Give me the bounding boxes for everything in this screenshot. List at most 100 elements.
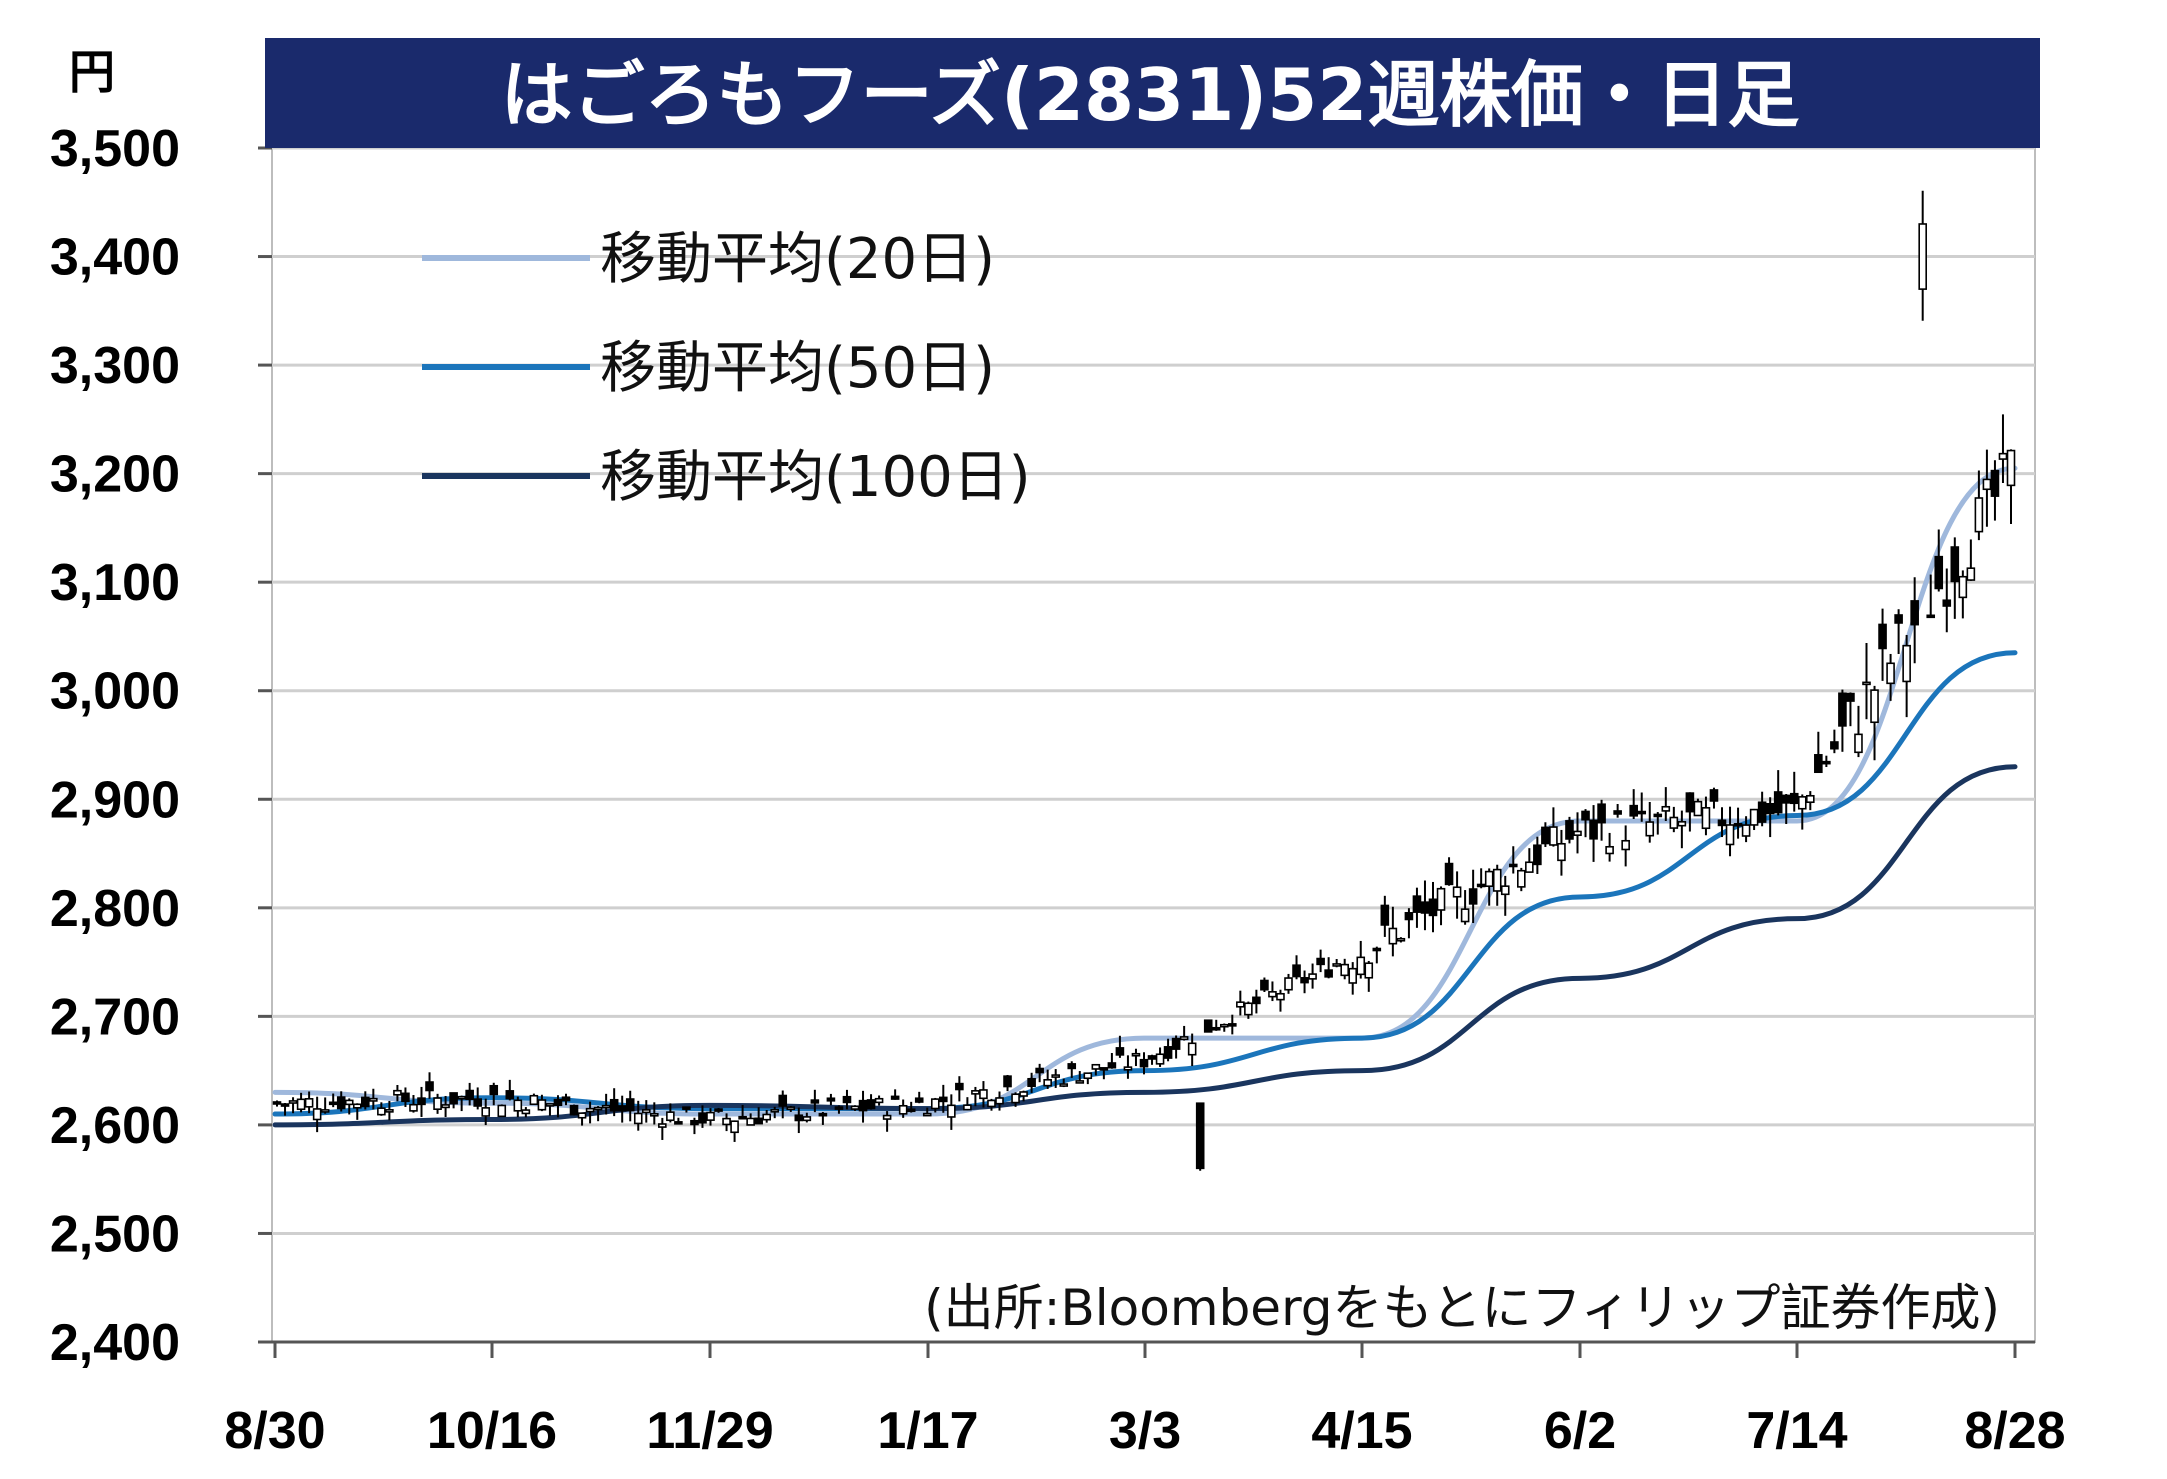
y-tick-label: 3,200 xyxy=(50,446,180,504)
candle-body xyxy=(690,1119,699,1126)
candle-body xyxy=(401,1092,410,1103)
candle-body xyxy=(1003,1075,1012,1088)
candle-body xyxy=(1155,1053,1165,1065)
candle-body xyxy=(1284,977,1293,991)
candle-body xyxy=(1926,614,1936,619)
candle-body xyxy=(698,1112,707,1124)
candle-body xyxy=(1452,886,1462,898)
x-tick-label: 3/3 xyxy=(1109,1402,1181,1460)
legend-label: 移動平均(20日) xyxy=(600,227,995,292)
candle-body xyxy=(1420,901,1430,914)
candle-body xyxy=(585,1107,595,1113)
candle-body xyxy=(971,1090,980,1095)
candle-body xyxy=(1629,804,1638,817)
candle-body xyxy=(955,1082,964,1091)
candle-body xyxy=(481,1107,491,1117)
candle-body xyxy=(1878,623,1887,650)
candle-body xyxy=(609,1098,619,1112)
candle-body xyxy=(545,1103,555,1107)
candle-body xyxy=(1147,1055,1157,1060)
candle-body xyxy=(1019,1091,1028,1097)
x-tick-label: 1/17 xyxy=(877,1402,978,1460)
legend-layer: 移動平均(20日) 移動平均(50日) 移動平均(100日) xyxy=(422,227,1031,510)
candle-body xyxy=(1380,904,1390,926)
y-tick-label: 3,000 xyxy=(50,663,180,721)
candle-body xyxy=(569,1104,579,1116)
candle-body xyxy=(1244,1002,1253,1016)
candle-body xyxy=(778,1094,788,1107)
candle-body xyxy=(802,1116,812,1122)
candle-body xyxy=(449,1092,458,1105)
candle-body xyxy=(1139,1058,1149,1068)
candle-body xyxy=(826,1097,836,1102)
x-tick-label: 10/16 xyxy=(427,1402,557,1460)
candle-body xyxy=(1388,927,1398,945)
candle-body xyxy=(1693,800,1703,817)
candle-body xyxy=(457,1095,466,1100)
candle-body xyxy=(658,1123,667,1128)
candle-body xyxy=(1035,1067,1044,1074)
candle-body xyxy=(1533,844,1542,866)
source-note: (出所:Bloombergをもとにフィリップ証券作成) xyxy=(924,1279,2000,1337)
candle-body xyxy=(1115,1047,1125,1056)
candle-body xyxy=(1966,567,1976,581)
candle-body xyxy=(1067,1063,1077,1070)
candle-body xyxy=(312,1108,322,1121)
candle-body xyxy=(1894,614,1903,624)
candle-body xyxy=(1814,754,1823,774)
candle-body xyxy=(722,1117,731,1126)
y-tick-label: 2,800 xyxy=(50,880,180,938)
candle-body xyxy=(1830,741,1839,750)
candle-body xyxy=(1942,599,1952,607)
candle-body xyxy=(1733,822,1743,827)
candle-body xyxy=(1211,1026,1221,1031)
candle-body xyxy=(1709,789,1719,802)
candle-body xyxy=(1661,805,1671,812)
candle-body xyxy=(593,1106,603,1111)
candle-body xyxy=(1517,869,1526,888)
candle-body xyxy=(344,1099,354,1106)
candle-body xyxy=(890,1095,900,1100)
candle-body xyxy=(1195,1102,1205,1170)
candle-body xyxy=(1500,885,1510,896)
candle-body xyxy=(738,1115,747,1120)
candle-body xyxy=(794,1114,804,1122)
candle-body xyxy=(1950,546,1960,583)
candle-body xyxy=(818,1112,828,1117)
candle-body xyxy=(979,1089,988,1100)
candle-body xyxy=(1653,813,1663,818)
candle-body xyxy=(1187,1042,1197,1056)
candle-body xyxy=(288,1100,298,1104)
candle-body xyxy=(939,1096,948,1103)
candle-body xyxy=(1910,600,1919,626)
candle-body xyxy=(352,1103,362,1109)
candle-body xyxy=(1637,810,1647,815)
candle-body xyxy=(1179,1036,1189,1041)
candle-body xyxy=(1043,1079,1052,1087)
candle-body xyxy=(1605,845,1614,855)
candle-body xyxy=(1268,991,1277,998)
candle-body xyxy=(914,1097,924,1103)
candle-body xyxy=(425,1081,434,1092)
candle-body xyxy=(1163,1046,1173,1059)
candle-body xyxy=(995,1097,1004,1105)
candle-body xyxy=(1027,1077,1036,1088)
candle-body xyxy=(1356,956,1366,976)
candle-body xyxy=(505,1090,515,1100)
candle-body xyxy=(1292,964,1301,978)
candle-body xyxy=(1838,692,1847,727)
candle-body xyxy=(706,1111,715,1121)
x-tick-label: 8/30 xyxy=(224,1402,325,1460)
candle-body xyxy=(377,1107,386,1116)
candle-body xyxy=(280,1103,290,1107)
candle-body xyxy=(1613,810,1622,815)
candle-body xyxy=(385,1109,394,1113)
title-banner xyxy=(265,38,2040,148)
candle-body xyxy=(1075,1080,1085,1084)
y-tick-label: 2,500 xyxy=(50,1205,180,1263)
candle-body xyxy=(497,1104,507,1118)
candle-body xyxy=(553,1098,563,1107)
candle-body xyxy=(1886,662,1895,685)
candle-body xyxy=(633,1112,643,1125)
candle-body xyxy=(922,1112,932,1117)
